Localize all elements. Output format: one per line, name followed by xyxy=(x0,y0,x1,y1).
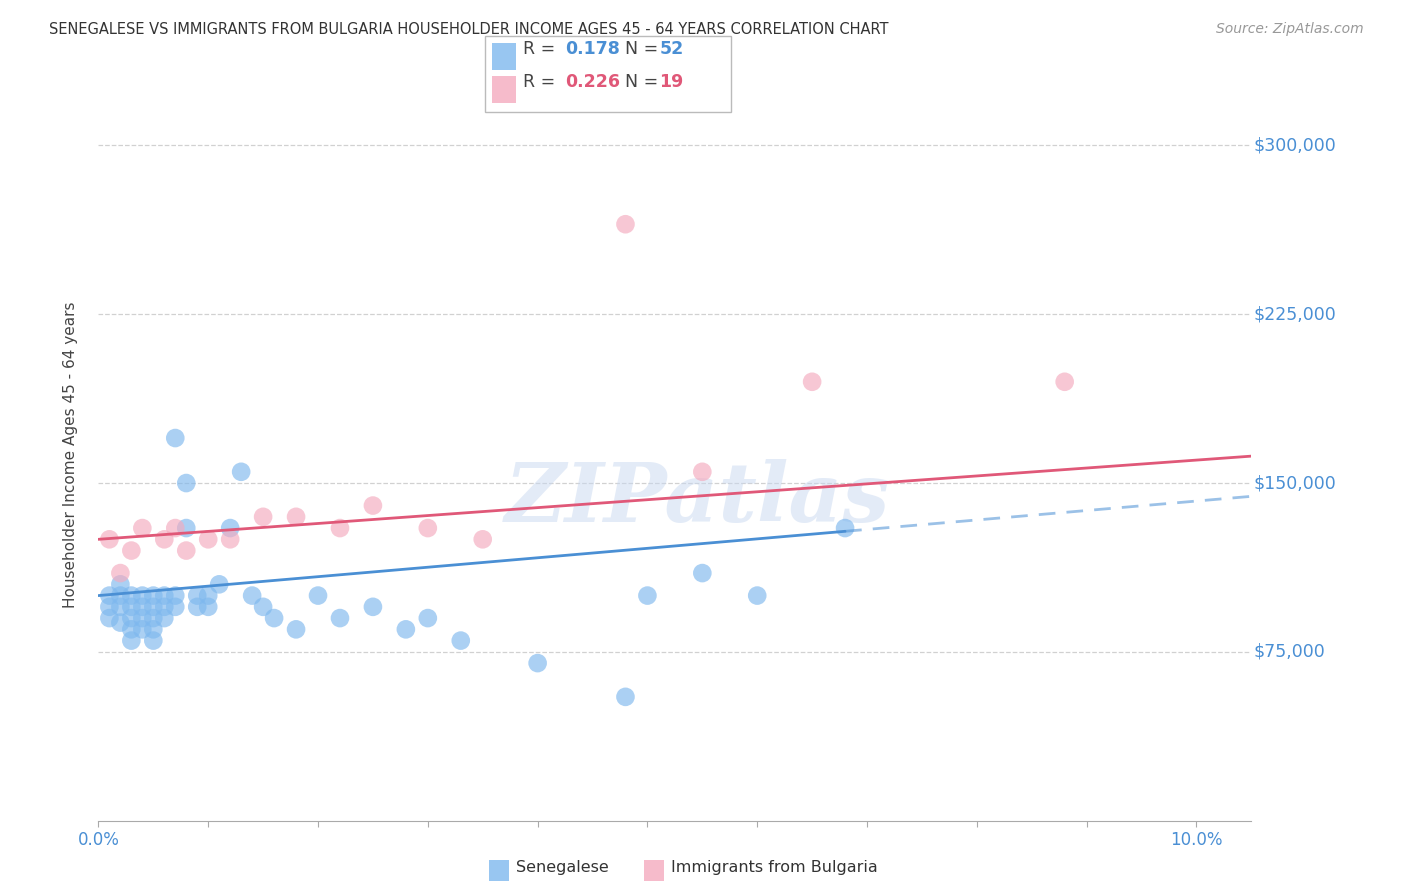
Point xyxy=(329,611,352,625)
Point xyxy=(252,509,274,524)
Point xyxy=(395,623,418,637)
Point xyxy=(98,589,121,603)
Text: R =: R = xyxy=(523,73,561,91)
Point xyxy=(120,623,142,637)
Point xyxy=(98,599,121,614)
Point xyxy=(142,633,165,648)
Point xyxy=(174,521,197,535)
Point xyxy=(186,589,208,603)
Point xyxy=(416,611,439,625)
Point xyxy=(614,217,637,231)
Point xyxy=(120,543,142,558)
Text: 52: 52 xyxy=(659,40,683,58)
Point xyxy=(197,599,219,614)
Text: $300,000: $300,000 xyxy=(1254,136,1336,154)
Point xyxy=(614,690,637,704)
Point xyxy=(131,611,153,625)
Text: 19: 19 xyxy=(659,73,683,91)
Point xyxy=(153,533,176,547)
Point xyxy=(174,543,197,558)
Point xyxy=(186,599,208,614)
Point xyxy=(416,521,439,535)
Text: N =: N = xyxy=(614,73,664,91)
Text: Source: ZipAtlas.com: Source: ZipAtlas.com xyxy=(1216,22,1364,37)
Point xyxy=(450,633,472,648)
Point xyxy=(110,566,132,580)
Point xyxy=(692,566,714,580)
Point xyxy=(98,611,121,625)
Text: $150,000: $150,000 xyxy=(1254,474,1336,492)
Point xyxy=(834,521,856,535)
Text: Immigrants from Bulgaria: Immigrants from Bulgaria xyxy=(671,860,877,874)
Point xyxy=(98,533,121,547)
Point xyxy=(165,521,187,535)
Point xyxy=(219,521,242,535)
Point xyxy=(307,589,329,603)
Point xyxy=(110,615,132,630)
Point xyxy=(174,476,197,491)
Point xyxy=(208,577,231,591)
Point xyxy=(153,589,176,603)
Point xyxy=(329,521,352,535)
Point xyxy=(801,375,824,389)
Point xyxy=(471,533,494,547)
Point xyxy=(526,656,548,670)
Point xyxy=(142,599,165,614)
Point xyxy=(110,599,132,614)
Text: $75,000: $75,000 xyxy=(1254,643,1326,661)
Point xyxy=(131,623,153,637)
Point xyxy=(219,533,242,547)
Point xyxy=(120,633,142,648)
Point xyxy=(165,589,187,603)
Point xyxy=(142,623,165,637)
Point xyxy=(285,509,308,524)
Text: ZIPatlas: ZIPatlas xyxy=(505,458,890,539)
Text: N =: N = xyxy=(614,40,664,58)
Text: 0.178: 0.178 xyxy=(565,40,620,58)
Point xyxy=(231,465,253,479)
Point xyxy=(1053,375,1076,389)
Point xyxy=(197,589,219,603)
Point xyxy=(361,499,384,513)
Point xyxy=(110,589,132,603)
Point xyxy=(636,589,658,603)
Point xyxy=(120,599,142,614)
Point xyxy=(120,611,142,625)
Point xyxy=(197,533,219,547)
Point xyxy=(165,599,187,614)
Point xyxy=(142,611,165,625)
Point xyxy=(110,577,132,591)
Point xyxy=(153,611,176,625)
Text: $225,000: $225,000 xyxy=(1254,305,1336,323)
Text: Senegalese: Senegalese xyxy=(516,860,609,874)
Point xyxy=(252,599,274,614)
Text: 0.226: 0.226 xyxy=(565,73,620,91)
Point xyxy=(142,589,165,603)
Y-axis label: Householder Income Ages 45 - 64 years: Householder Income Ages 45 - 64 years xyxy=(63,301,77,608)
Point xyxy=(131,521,153,535)
Point xyxy=(165,431,187,445)
Point xyxy=(131,589,153,603)
Text: SENEGALESE VS IMMIGRANTS FROM BULGARIA HOUSEHOLDER INCOME AGES 45 - 64 YEARS COR: SENEGALESE VS IMMIGRANTS FROM BULGARIA H… xyxy=(49,22,889,37)
Text: R =: R = xyxy=(523,40,561,58)
Point xyxy=(263,611,285,625)
Point xyxy=(153,599,176,614)
Point xyxy=(240,589,263,603)
Point xyxy=(285,623,308,637)
Point xyxy=(361,599,384,614)
Point xyxy=(692,465,714,479)
Point xyxy=(120,589,142,603)
Point xyxy=(747,589,769,603)
Point xyxy=(131,599,153,614)
